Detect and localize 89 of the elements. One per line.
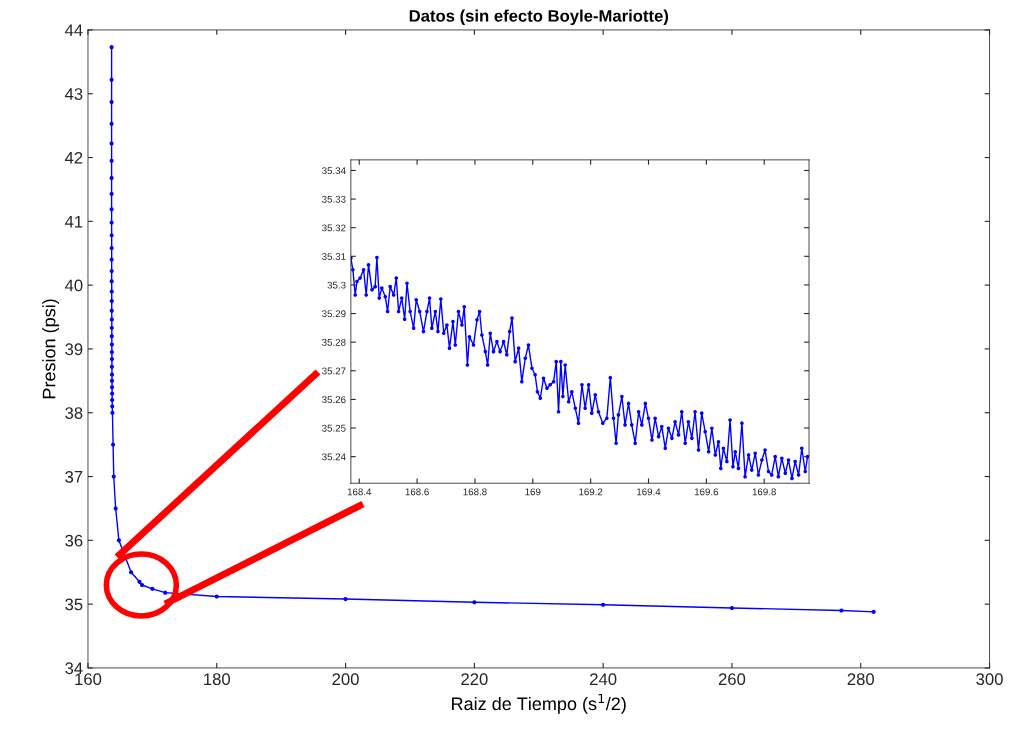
y-tick-label: 42	[64, 151, 83, 164]
point	[109, 45, 114, 50]
x-tick-label: 280	[847, 673, 874, 686]
point	[109, 325, 114, 330]
point	[109, 378, 115, 383]
point	[109, 317, 114, 322]
point	[109, 207, 114, 212]
point	[109, 191, 114, 196]
y-tick-label: 35.28	[322, 338, 346, 346]
point	[109, 141, 114, 146]
x-tick-label: 168.8	[463, 488, 487, 496]
x-tick-label: 169.4	[637, 488, 661, 496]
point	[109, 99, 114, 105]
point	[109, 342, 114, 347]
point	[109, 175, 114, 181]
x-tick-label: 169.8	[752, 488, 776, 496]
point	[109, 299, 114, 304]
point	[109, 77, 114, 82]
y-tick-label: 38	[65, 407, 83, 419]
point	[109, 350, 114, 355]
y-tick-label: 35.32	[322, 224, 346, 232]
y-tick-label: 35.25	[322, 424, 346, 432]
x-tick-label: 220	[461, 673, 488, 686]
point	[109, 257, 114, 262]
y-tick-label: 35.3	[327, 281, 346, 289]
point	[109, 121, 114, 126]
x-tick-label: 160	[75, 673, 102, 686]
x-tick-label: 240	[590, 673, 617, 686]
x-tick-label: 169	[525, 488, 541, 496]
point	[109, 385, 115, 390]
y-tick-label: 37	[65, 470, 83, 483]
point	[871, 609, 876, 614]
x-tick-label: 169.2	[579, 488, 603, 496]
point	[110, 397, 115, 403]
point	[137, 579, 142, 584]
point	[163, 590, 168, 595]
y-tick-label: 35	[65, 598, 83, 611]
point	[839, 608, 844, 613]
y-tick-label: 43	[64, 88, 83, 100]
point	[110, 410, 115, 415]
y-tick-label: 39	[65, 343, 83, 356]
point	[113, 506, 118, 511]
x-tick-label: 168.6	[405, 488, 429, 496]
x-tick-label: 260	[718, 673, 746, 686]
point	[116, 538, 121, 543]
point	[109, 233, 114, 238]
y-tick-label: 35.29	[322, 310, 346, 318]
point	[472, 600, 477, 605]
y-axis-title: Presion (psi)	[42, 299, 60, 399]
x-tick-label: 180	[204, 673, 231, 686]
y-tick-label: 44	[64, 24, 83, 36]
point	[109, 357, 115, 362]
x-tick-label: 169.6	[694, 488, 719, 496]
point	[139, 582, 145, 588]
point	[129, 570, 134, 575]
y-tick-label: 35.27	[322, 367, 346, 375]
point	[109, 289, 114, 294]
point	[109, 334, 114, 339]
y-tick-label: 36	[65, 534, 83, 547]
y-tick-label: 35.34	[322, 167, 346, 175]
point	[111, 442, 116, 447]
x-axis-title: Raiz de Tiempo (s$^{1}$/2)	[452, 693, 626, 714]
x-tick-label: 200	[332, 673, 359, 686]
y-tick-label: 40	[64, 279, 83, 292]
y-tick-label: 41	[64, 215, 83, 228]
y-tick-label: 35.31	[322, 253, 346, 260]
point	[214, 594, 219, 599]
point	[109, 372, 115, 377]
point	[150, 586, 155, 591]
point	[110, 404, 115, 409]
point	[109, 279, 114, 284]
y-tick-label: 35.33	[322, 195, 346, 203]
y-tick-label: 35.26	[322, 396, 346, 404]
point	[109, 269, 114, 274]
point	[109, 220, 114, 225]
point	[109, 308, 114, 313]
point	[343, 596, 348, 602]
point	[729, 605, 735, 611]
y-tick-label: 35.24	[322, 453, 346, 461]
point	[109, 158, 114, 163]
x-tick-label: 168.4	[347, 488, 372, 496]
point	[111, 474, 116, 479]
point	[109, 364, 115, 369]
point	[110, 391, 115, 396]
x-tick-label: 300	[976, 673, 1003, 686]
chart-title: Datos (sin efecto Boyle-Mariotte)	[409, 9, 669, 26]
y-tick-label: 34	[65, 662, 83, 675]
point	[109, 246, 114, 251]
point	[601, 602, 606, 607]
